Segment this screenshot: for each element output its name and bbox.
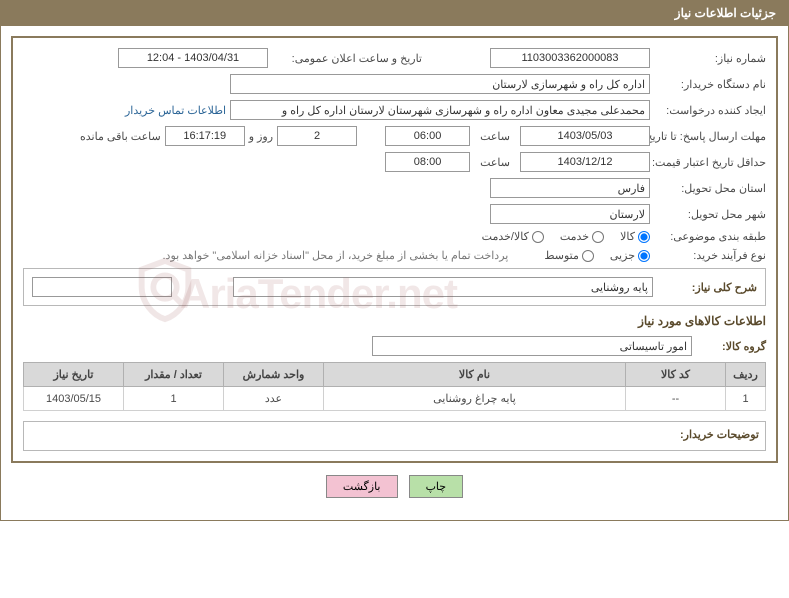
- radio-medium-input[interactable]: [582, 250, 594, 262]
- buyer-description-box: توضیحات خریدار:: [23, 421, 766, 451]
- radio-medium-label: متوسط: [544, 249, 579, 262]
- goods-info-title: اطلاعات کالاهای مورد نیاز: [23, 314, 766, 328]
- print-button[interactable]: چاپ: [409, 475, 464, 498]
- category-label: طبقه بندی موضوعی:: [654, 230, 766, 243]
- cell-name: پایه چراغ روشنایی: [324, 387, 626, 411]
- th-name: نام کالا: [324, 363, 626, 387]
- row-buy-type: نوع فرآیند خرید: جزیی متوسط پرداخت تمام …: [23, 249, 766, 262]
- announce-label: تاریخ و ساعت اعلان عمومی:: [272, 52, 422, 65]
- need-number-value: 1103003362000083: [490, 48, 650, 68]
- buyer-org-label: نام دستگاه خریدار:: [654, 78, 766, 91]
- row-category: طبقه بندی موضوعی: کالا خدمت کالا/خدمت: [23, 230, 766, 243]
- buyer-desc-label: توضیحات خریدار:: [680, 429, 759, 441]
- days-and-label: روز و: [249, 130, 273, 143]
- announce-value: 1403/04/31 - 12:04: [118, 48, 268, 68]
- goods-table: ردیف کد کالا نام کالا واحد شمارش تعداد /…: [23, 362, 766, 411]
- table-header-row: ردیف کد کالا نام کالا واحد شمارش تعداد /…: [24, 363, 766, 387]
- buyer-org-value: اداره کل راه و شهرسازی لارستان: [230, 74, 650, 94]
- deliver-prov-value: فارس: [490, 178, 650, 198]
- deliver-prov-label: استان محل تحویل:: [654, 182, 766, 195]
- reply-deadline-date: 1403/05/03: [520, 126, 650, 146]
- time-label-1: ساعت: [480, 130, 510, 143]
- cell-code: --: [626, 387, 726, 411]
- table-row: 1 -- پایه چراغ روشنایی عدد 1 1403/05/15: [24, 387, 766, 411]
- cell-row: 1: [726, 387, 766, 411]
- price-valid-date: 1403/12/12: [520, 152, 650, 172]
- requester-label: ایجاد کننده درخواست:: [654, 104, 766, 117]
- radio-goods-service[interactable]: کالا/خدمت: [482, 230, 544, 243]
- form-panel: شماره نیاز: 1103003362000083 تاریخ و ساع…: [11, 36, 778, 463]
- th-qty: تعداد / مقدار: [124, 363, 224, 387]
- price-valid-time: 08:00: [385, 152, 470, 172]
- radio-medium[interactable]: متوسط: [544, 249, 594, 262]
- row-deliver-city: شهر محل تحویل: لارستان: [23, 204, 766, 224]
- reply-deadline-label: مهلت ارسال پاسخ: تا تاریخ:: [654, 130, 766, 143]
- cell-qty: 1: [124, 387, 224, 411]
- radio-goods-input[interactable]: [638, 231, 650, 243]
- main-container: جزئیات اطلاعات نیاز شماره نیاز: 11030033…: [0, 0, 789, 521]
- deliver-city-value: لارستان: [490, 204, 650, 224]
- radio-goods[interactable]: کالا: [620, 230, 650, 243]
- deliver-city-label: شهر محل تحویل:: [654, 208, 766, 221]
- overview-panel: شرح کلی نیاز: پایه روشنایی: [23, 268, 766, 306]
- radio-partial[interactable]: جزیی: [610, 249, 650, 262]
- radio-service-label: خدمت: [560, 230, 589, 243]
- requester-value: محمدعلی مجیدی معاون اداره راه و شهرسازی …: [230, 100, 650, 120]
- row-goods-group: گروه کالا: امور تاسیساتی: [23, 336, 766, 356]
- panel-title: جزئیات اطلاعات نیاز: [675, 6, 776, 20]
- radio-partial-input[interactable]: [638, 250, 650, 262]
- radio-goods-service-label: کالا/خدمت: [482, 230, 529, 243]
- group-value: امور تاسیساتی: [372, 336, 692, 356]
- radio-service-input[interactable]: [592, 231, 604, 243]
- row-buyer-org: نام دستگاه خریدار: اداره کل راه و شهرساز…: [23, 74, 766, 94]
- row-price-validity: حداقل تاریخ اعتبار قیمت: تا تاریخ: 1403/…: [23, 152, 766, 172]
- row-reply-deadline: مهلت ارسال پاسخ: تا تاریخ: 1403/05/03 سا…: [23, 126, 766, 146]
- panel-header: جزئیات اطلاعات نیاز: [1, 0, 788, 26]
- row-deliver-province: استان محل تحویل: فارس: [23, 178, 766, 198]
- th-row: ردیف: [726, 363, 766, 387]
- overview-value: پایه روشنایی: [233, 277, 653, 297]
- time-remaining: 16:17:19: [165, 126, 245, 146]
- row-need-number: شماره نیاز: 1103003362000083 تاریخ و ساع…: [23, 48, 766, 68]
- back-button[interactable]: بازگشت: [326, 475, 398, 498]
- time-label-2: ساعت: [480, 156, 510, 169]
- button-row: چاپ بازگشت: [11, 463, 778, 510]
- group-label: گروه کالا:: [696, 340, 766, 353]
- radio-goods-service-input[interactable]: [532, 231, 544, 243]
- th-unit: واحد شمارش: [224, 363, 324, 387]
- need-number-label: شماره نیاز:: [654, 52, 766, 65]
- overview-label: شرح کلی نیاز:: [657, 281, 757, 294]
- days-remaining: 2: [277, 126, 357, 146]
- th-need-date: تاریخ نیاز: [24, 363, 124, 387]
- content-area: شماره نیاز: 1103003362000083 تاریخ و ساع…: [1, 26, 788, 520]
- radio-goods-label: کالا: [620, 230, 635, 243]
- price-valid-label: حداقل تاریخ اعتبار قیمت: تا تاریخ:: [654, 156, 766, 169]
- cell-unit: عدد: [224, 387, 324, 411]
- reply-deadline-time: 06:00: [385, 126, 470, 146]
- contact-buyer-link[interactable]: اطلاعات تماس خریدار: [125, 104, 226, 117]
- radio-partial-label: جزیی: [610, 249, 635, 262]
- th-code: کد کالا: [626, 363, 726, 387]
- overview-extra-field: [32, 277, 172, 297]
- cell-need-date: 1403/05/15: [24, 387, 124, 411]
- radio-service[interactable]: خدمت: [560, 230, 604, 243]
- remain-label: ساعت باقی مانده: [80, 130, 161, 143]
- buy-note: پرداخت تمام یا بخشی از مبلغ خرید، از محل…: [163, 249, 509, 262]
- buy-type-label: نوع فرآیند خرید:: [654, 249, 766, 262]
- row-requester: ایجاد کننده درخواست: محمدعلی مجیدی معاون…: [23, 100, 766, 120]
